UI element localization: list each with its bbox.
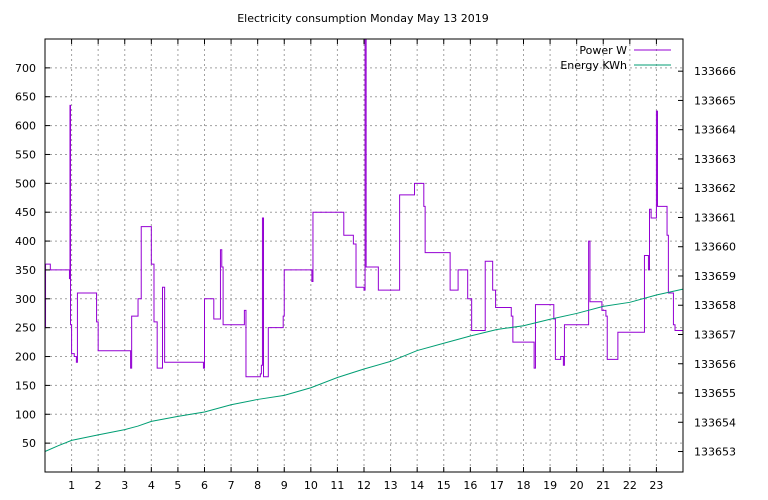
y2-tick-label: 133657 (694, 328, 736, 341)
x-tick-label: 1 (68, 479, 75, 492)
x-tick-label: 12 (357, 479, 371, 492)
chart-title: Electricity consumption Monday May 13 20… (237, 12, 489, 25)
x-tick-label: 13 (384, 479, 398, 492)
grid-lines (45, 39, 683, 472)
x-tick-label: 2 (95, 479, 102, 492)
y-tick-label: 500 (15, 177, 36, 190)
y2-tick-label: 133658 (694, 299, 736, 312)
x-tick-label: 16 (463, 479, 477, 492)
x-tick-label: 4 (148, 479, 155, 492)
series-layer (44, 38, 684, 452)
y2-tick-label: 133661 (694, 211, 736, 224)
y-tick-label: 450 (15, 206, 36, 219)
x-tick-label: 9 (281, 479, 288, 492)
x-tick-label: 18 (517, 479, 531, 492)
x-tick-label: 21 (596, 479, 610, 492)
y-tick-label: 700 (15, 62, 36, 75)
axis-ticks: 1 2 3 4 5 6 7 8 9 10 11 12 13 14 15 16 17 18 19 20 21 22 23501… (15, 39, 736, 492)
x-tick-label: 11 (330, 479, 344, 492)
x-tick-label: 17 (490, 479, 504, 492)
y-tick-label: 300 (15, 293, 36, 306)
series-line-0 (45, 38, 683, 378)
y-tick-label: 200 (15, 351, 36, 364)
legend-label: Power W (579, 44, 627, 57)
x-tick-label: 3 (121, 479, 128, 492)
y-tick-label: 150 (15, 379, 36, 392)
x-tick-label: 15 (437, 479, 451, 492)
x-tick-label: 7 (228, 479, 235, 492)
legend: Power W Energy KWh (560, 44, 671, 72)
series-line-1 (44, 288, 684, 452)
y-tick-label: 600 (15, 120, 36, 133)
x-tick-label: 5 (174, 479, 181, 492)
y2-tick-label: 133656 (694, 358, 736, 371)
y-tick-label: 350 (15, 264, 36, 277)
x-tick-label: 19 (543, 479, 557, 492)
y2-tick-label: 133666 (694, 65, 736, 78)
y2-tick-label: 133662 (694, 182, 736, 195)
y-tick-label: 100 (15, 408, 36, 421)
y-tick-label: 250 (15, 322, 36, 335)
y-tick-label: 50 (22, 437, 36, 450)
x-tick-label: 10 (304, 479, 318, 492)
y-tick-label: 650 (15, 91, 36, 104)
legend-label: Energy KWh (560, 59, 627, 72)
y2-tick-label: 133654 (694, 416, 736, 429)
y2-tick-label: 133664 (694, 124, 736, 137)
y2-tick-label: 133653 (694, 446, 736, 459)
y-tick-label: 400 (15, 235, 36, 248)
y2-tick-label: 133655 (694, 387, 736, 400)
x-tick-label: 8 (254, 479, 261, 492)
y2-tick-label: 133660 (694, 241, 736, 254)
x-tick-label: 6 (201, 479, 208, 492)
y2-tick-label: 133659 (694, 270, 736, 283)
y2-tick-label: 133665 (694, 94, 736, 107)
y-tick-label: 550 (15, 148, 36, 161)
x-tick-label: 20 (570, 479, 584, 492)
y2-tick-label: 133663 (694, 153, 736, 166)
x-tick-label: 14 (410, 479, 424, 492)
x-tick-label: 22 (623, 479, 637, 492)
x-tick-label: 23 (649, 479, 663, 492)
